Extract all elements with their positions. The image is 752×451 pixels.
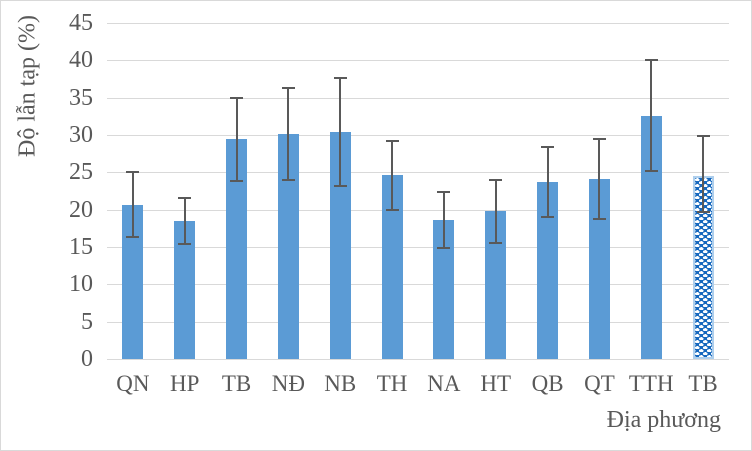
bar-nđ-3 (277, 133, 299, 359)
error-bar-th-5 (391, 140, 394, 211)
error-bar-cap (489, 178, 503, 181)
error-bar-cap (230, 96, 244, 99)
x-category-label-nđ-3: NĐ (271, 371, 306, 396)
gridline-10 (107, 284, 729, 286)
error-bar-cap (592, 217, 606, 220)
error-bar-cap (126, 170, 140, 173)
bar-qt-9 (588, 179, 610, 359)
gridline-25 (107, 172, 729, 174)
gridline-5 (107, 321, 729, 323)
error-bar-qb-8 (546, 146, 549, 218)
x-category-label-tth-10: TTH (628, 371, 674, 396)
error-bar-tth-10 (650, 60, 653, 171)
x-axis-title: Địa phương (606, 407, 721, 433)
y-tick-label-20: 20 (69, 196, 93, 223)
error-bar-cap (696, 134, 710, 137)
y-tick-label-5: 5 (81, 308, 93, 335)
error-bar-hp-1 (183, 197, 186, 244)
bar-th-5 (381, 175, 403, 359)
error-bar-cap (385, 139, 399, 142)
x-category-label-hp-1: HP (170, 371, 200, 396)
error-bar-cap (230, 180, 244, 183)
gridline-35 (107, 97, 729, 99)
error-bar-nb-4 (339, 77, 342, 186)
bar-tth-10 (640, 115, 662, 359)
bar-qn-0 (122, 205, 144, 359)
error-bar-cap (696, 210, 710, 213)
error-bar-cap (437, 190, 451, 193)
x-category-label-qt-9: QT (584, 371, 615, 396)
bar-tb-11 (692, 176, 714, 359)
x-category-label-th-5: TH (376, 371, 408, 396)
error-bar-qt-9 (598, 139, 601, 219)
error-bar-cap (644, 59, 658, 62)
error-bar-cap (592, 138, 606, 141)
bar-hp-1 (174, 220, 196, 359)
y-tick-label-25: 25 (69, 159, 93, 186)
error-bar-cap (178, 196, 192, 199)
x-category-label-na-6: NA (427, 371, 461, 396)
error-bar-cap (126, 236, 140, 239)
error-bar-cap (489, 241, 503, 244)
error-bar-cap (281, 86, 295, 89)
x-category-label-qb-8: QB (531, 371, 564, 396)
gridline-15 (107, 247, 729, 248)
x-category-label-nb-4: NB (324, 371, 357, 396)
y-tick-label-15: 15 (69, 234, 93, 260)
error-bar-cap (333, 184, 347, 187)
error-bar-cap (644, 169, 658, 172)
bar-qb-8 (537, 182, 559, 359)
error-bar-ht-7 (494, 179, 497, 243)
x-category-label-tb-11: TB (688, 371, 718, 396)
error-bar-nđ-3 (287, 87, 290, 180)
error-bar-qn-0 (131, 171, 134, 238)
bar-ht-7 (485, 211, 507, 359)
bar-nb-4 (329, 132, 351, 359)
x-category-label-qn-0: QN (116, 371, 150, 396)
gridline-45 (107, 23, 729, 24)
error-bar-cap (178, 243, 192, 245)
error-bar-cap (541, 216, 555, 219)
y-tick-label-10: 10 (69, 271, 93, 298)
error-bar-cap (541, 145, 555, 148)
error-bar-cap (333, 76, 347, 79)
gridline-0 (107, 359, 729, 360)
gridline-20 (107, 209, 729, 211)
x-category-label-ht-7: HT (480, 371, 512, 396)
error-bar-cap (437, 247, 451, 250)
x-category-label-tb-2: TB (221, 371, 252, 396)
error-bar-cap (281, 178, 295, 181)
y-axis-title: Độ lẫn tạp (%) (14, 15, 41, 157)
error-bar-tb-11 (702, 135, 705, 212)
bar-tb-2 (226, 139, 248, 359)
plot-area (107, 23, 729, 360)
error-bar-na-6 (442, 191, 445, 249)
gridline-40 (107, 60, 729, 62)
y-tick-label-0: 0 (81, 346, 93, 372)
gridline-30 (107, 135, 729, 136)
error-bar-tb-2 (235, 97, 238, 182)
bar-na-6 (433, 220, 455, 359)
error-bar-cap (385, 209, 399, 212)
